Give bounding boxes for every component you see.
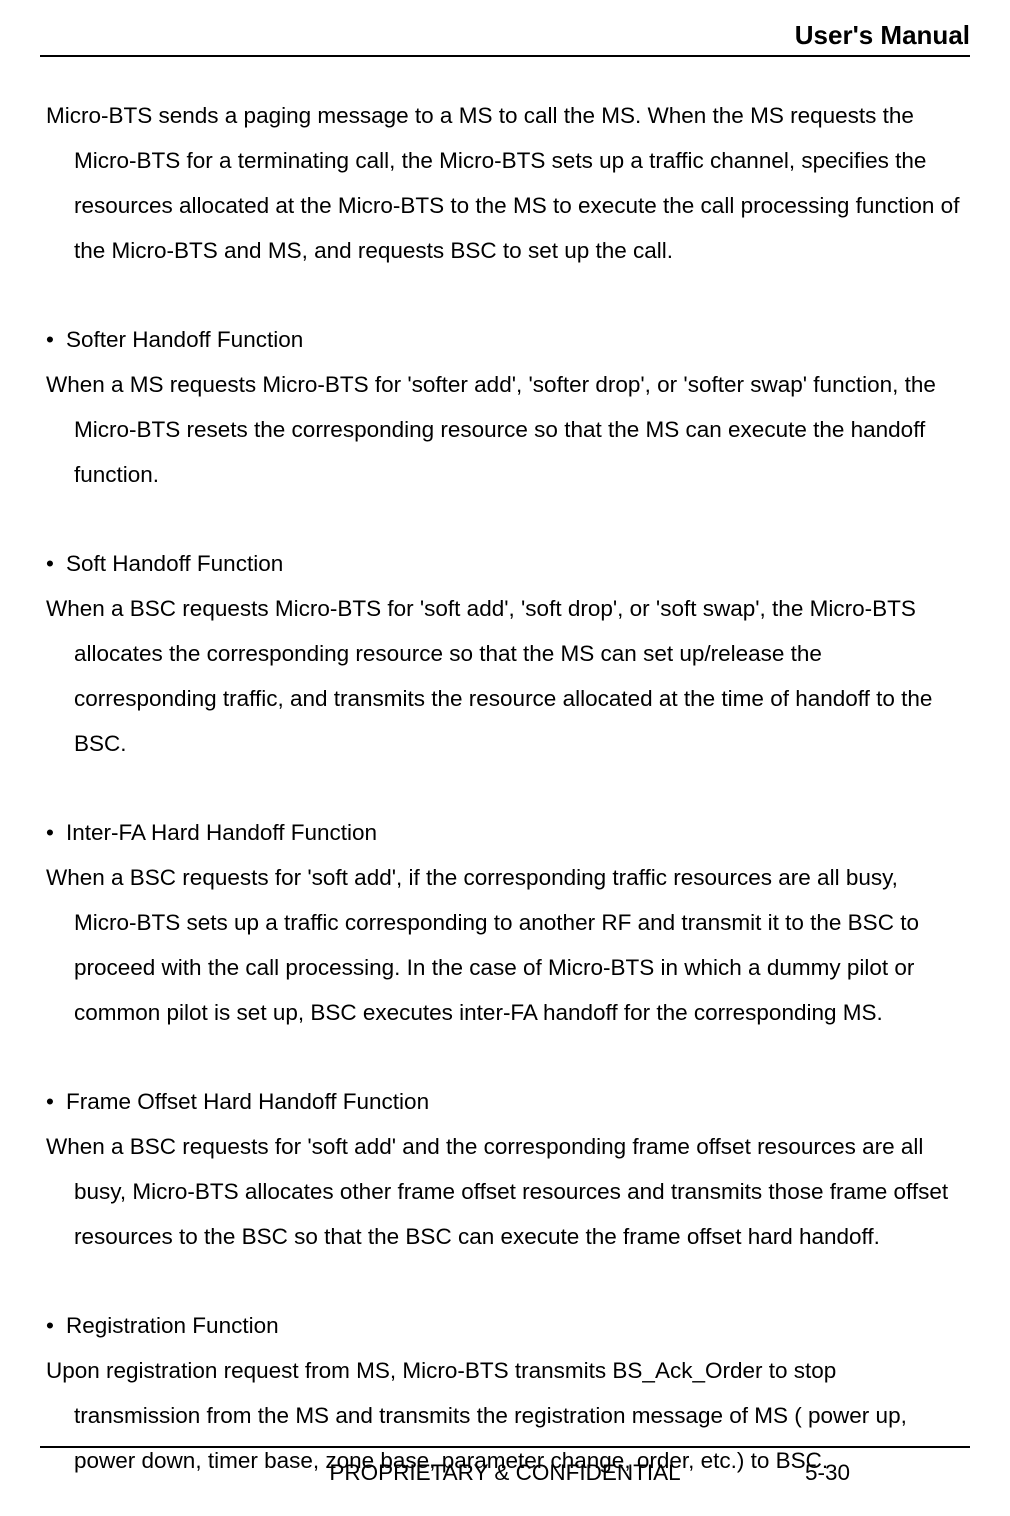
intro-paragraph: Micro-BTS sends a paging message to a MS…	[46, 93, 964, 273]
bullet-icon: •	[46, 541, 66, 586]
section-frame-offset-handoff: •Frame Offset Hard Handoff Function When…	[46, 1079, 964, 1259]
bullet-heading: •Soft Handoff Function	[46, 541, 964, 586]
header-title: User's Manual	[795, 20, 970, 50]
page-content: Micro-BTS sends a paging message to a MS…	[40, 57, 970, 1483]
bullet-icon: •	[46, 317, 66, 362]
section-inter-fa-handoff: •Inter-FA Hard Handoff Function When a B…	[46, 810, 964, 1035]
bullet-heading: •Inter-FA Hard Handoff Function	[46, 810, 964, 855]
section-body: When a BSC requests for 'soft add' and t…	[46, 1124, 964, 1259]
bullet-heading: •Frame Offset Hard Handoff Function	[46, 1079, 964, 1124]
page-footer: PROPRIETARY & CONFIDENTIAL 5-30	[40, 1446, 970, 1486]
bullet-icon: •	[46, 1303, 66, 1348]
section-body: When a MS requests Micro-BTS for 'softer…	[46, 362, 964, 497]
section-softer-handoff: •Softer Handoff Function When a MS reque…	[46, 317, 964, 497]
bullet-title: Soft Handoff Function	[66, 551, 283, 576]
bullet-heading: •Registration Function	[46, 1303, 964, 1348]
footer-page-number: 5-30	[805, 1460, 850, 1486]
page-header: User's Manual	[40, 0, 970, 57]
bullet-title: Softer Handoff Function	[66, 327, 303, 352]
bullet-title: Inter-FA Hard Handoff Function	[66, 820, 377, 845]
bullet-heading: •Softer Handoff Function	[46, 317, 964, 362]
bullet-title: Registration Function	[66, 1313, 279, 1338]
section-body: When a BSC requests Micro-BTS for 'soft …	[46, 586, 964, 766]
bullet-title: Frame Offset Hard Handoff Function	[66, 1089, 429, 1114]
bullet-icon: •	[46, 810, 66, 855]
section-soft-handoff: •Soft Handoff Function When a BSC reques…	[46, 541, 964, 766]
section-body: When a BSC requests for 'soft add', if t…	[46, 855, 964, 1035]
footer-confidential-text: PROPRIETARY & CONFIDENTIAL	[329, 1460, 680, 1486]
bullet-icon: •	[46, 1079, 66, 1124]
